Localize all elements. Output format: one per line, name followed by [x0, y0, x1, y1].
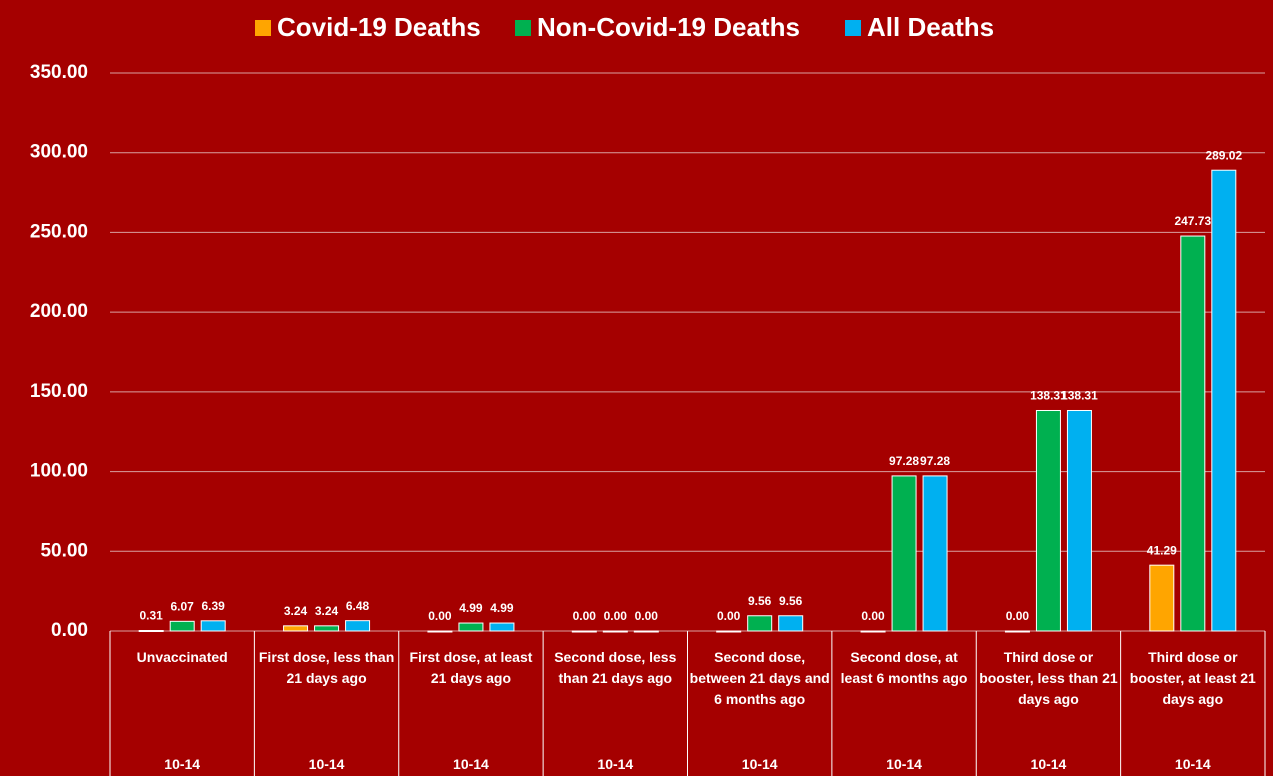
y-tick-label: 100.00	[30, 461, 88, 482]
value-label: 6.39	[202, 599, 226, 613]
value-label: 9.56	[748, 594, 772, 608]
value-label: 97.28	[889, 454, 919, 468]
value-label: 0.00	[573, 609, 597, 623]
bar	[633, 630, 659, 633]
x-tick-label: First dose, at least 21 days ago	[409, 649, 533, 686]
value-label: 4.99	[490, 601, 514, 615]
x-group-label: 10-14	[597, 756, 634, 772]
x-group-label: 10-14	[1174, 756, 1211, 772]
bar	[1180, 235, 1206, 632]
x-tick-label: Third dose or booster, at least 21 days …	[1129, 649, 1256, 707]
y-tick-label: 250.00	[30, 221, 88, 242]
bar	[716, 630, 742, 633]
value-label: 0.00	[1006, 609, 1030, 623]
value-label: 247.73	[1174, 214, 1211, 228]
x-group-label: 10-14	[164, 756, 201, 772]
legend-swatch	[515, 20, 531, 36]
y-tick-label: 200.00	[30, 301, 88, 322]
x-group-label: 10-14	[886, 756, 922, 772]
value-label: 0.31	[140, 609, 164, 623]
value-label: 289.02	[1205, 148, 1242, 162]
value-label: 6.48	[346, 599, 370, 613]
y-tick-label: 350.00	[30, 62, 88, 83]
x-tick-label: Third dose or booster, less than 21 days…	[979, 649, 1118, 707]
x-tick-label: First dose, less than 21 days ago	[258, 649, 395, 686]
value-label: 138.31	[1030, 389, 1067, 403]
bar	[891, 475, 917, 632]
value-label: 0.00	[861, 609, 885, 623]
value-label: 0.00	[604, 609, 628, 623]
bar	[169, 620, 195, 632]
x-group-label: 10-14	[308, 756, 345, 772]
value-label: 0.00	[635, 609, 659, 623]
bar	[427, 630, 453, 633]
value-label: 4.99	[459, 601, 483, 615]
bar	[138, 630, 164, 633]
bar	[200, 620, 226, 632]
y-tick-label: 300.00	[30, 142, 88, 163]
value-label: 41.29	[1147, 543, 1177, 557]
x-tick-label: Second dose, less than 21 days ago	[554, 649, 677, 686]
value-label: 6.07	[171, 599, 195, 613]
bar	[1211, 169, 1237, 632]
bar	[489, 622, 515, 632]
value-label: 3.24	[315, 604, 339, 618]
x-group-label: 10-14	[453, 756, 489, 772]
x-tick-label: Second dose, at least 6 months ago	[840, 649, 968, 686]
value-label: 97.28	[920, 454, 950, 468]
bar	[1149, 564, 1175, 632]
bar	[860, 630, 886, 633]
value-label: 0.00	[428, 609, 452, 623]
bar	[1066, 409, 1092, 632]
y-tick-label: 150.00	[30, 381, 88, 402]
bar	[747, 615, 773, 632]
bar	[1035, 409, 1061, 632]
legend-swatch	[845, 20, 861, 36]
x-tick-label: Unvaccinated	[136, 649, 228, 665]
value-label: 138.31	[1061, 389, 1098, 403]
bar	[1004, 630, 1030, 633]
bar	[283, 625, 309, 632]
bar	[922, 475, 948, 632]
y-tick-label: 50.00	[40, 540, 88, 561]
bar	[571, 630, 597, 633]
x-group-label: 10-14	[741, 756, 778, 772]
bar	[345, 620, 371, 632]
bar	[602, 630, 628, 633]
bar	[314, 625, 340, 632]
x-tick-label: Second dose, between 21 days and 6 month…	[689, 649, 830, 707]
x-group-label: 10-14	[1030, 756, 1067, 772]
value-label: 9.56	[779, 594, 803, 608]
value-label: 3.24	[284, 604, 308, 618]
bar	[778, 615, 804, 632]
legend-label: All Deaths	[867, 12, 994, 42]
bar	[458, 622, 484, 632]
legend-label: Covid-19 Deaths	[277, 12, 481, 42]
y-tick-label: 0.00	[51, 620, 88, 641]
legend-swatch	[255, 20, 271, 36]
value-label: 0.00	[717, 609, 741, 623]
legend-label: Non-Covid-19 Deaths	[537, 12, 800, 42]
